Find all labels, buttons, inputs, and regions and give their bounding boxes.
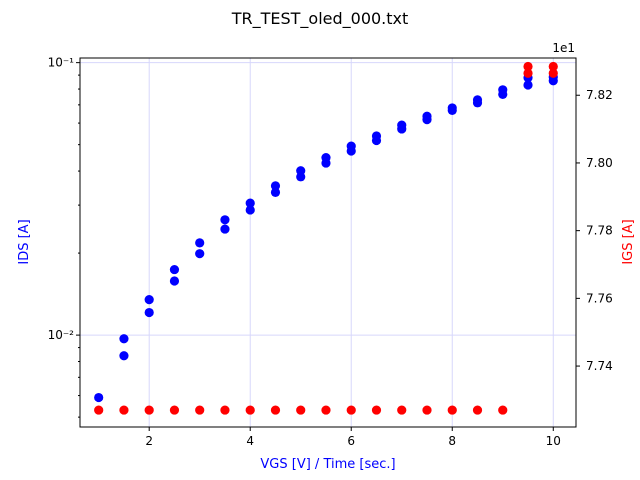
x-tick-label: 8 — [448, 434, 456, 448]
igs-point — [296, 405, 306, 415]
right-tick-label: 7.74 — [586, 359, 613, 373]
ids-point — [472, 95, 483, 105]
x-tick-label: 4 — [246, 434, 254, 448]
igs-point — [119, 405, 129, 415]
left-y-axis: 10⁻² 10⁻¹ — [48, 56, 80, 418]
ids-point — [169, 276, 180, 286]
igs-point — [371, 405, 382, 415]
right-tick-label: 7.80 — [586, 156, 613, 170]
right-axis-offset-label: 1e1 — [552, 41, 575, 55]
left-tick-label: 10⁻¹ — [48, 56, 75, 70]
igs-point — [422, 405, 432, 415]
ids-point — [220, 224, 230, 234]
ids-point — [94, 392, 104, 403]
igs-point — [548, 61, 558, 72]
x-tick-label: 6 — [347, 434, 355, 448]
ids-point — [296, 166, 306, 176]
right-tick-label: 7.82 — [586, 88, 613, 102]
igs-point — [346, 405, 356, 415]
igs-point — [472, 405, 483, 415]
left-y-axis-label: IDS [A] — [17, 219, 32, 264]
igs-point — [498, 405, 508, 415]
igs-series — [94, 61, 558, 415]
ids-point — [523, 80, 533, 90]
ids-series — [94, 72, 558, 403]
ids-point — [144, 294, 154, 305]
ids-point — [422, 111, 432, 121]
x-tick-label: 10 — [546, 434, 561, 448]
left-tick-label: 10⁻² — [48, 328, 75, 342]
x-axis-label: VGS [V] / Time [sec.] — [260, 457, 395, 472]
plot-frame — [79, 57, 577, 428]
ids-point — [346, 141, 356, 151]
right-y-axis: 7.74 7.76 7.78 7.80 7.82 — [576, 88, 613, 373]
ids-point — [195, 238, 205, 248]
right-tick-label: 7.76 — [586, 291, 613, 305]
ids-point — [245, 205, 255, 215]
ids-point — [220, 215, 230, 225]
igs-point — [144, 405, 154, 415]
grid — [80, 58, 576, 427]
igs-point — [321, 405, 331, 415]
ids-point — [119, 351, 129, 361]
igs-point — [523, 68, 533, 78]
right-y-axis-label: IGS [A] — [621, 219, 636, 264]
igs-point — [169, 405, 180, 415]
ids-point — [195, 249, 205, 259]
ids-point — [397, 120, 407, 130]
ids-point — [321, 153, 331, 163]
x-axis: 2 4 6 8 10 — [145, 427, 561, 448]
igs-point — [94, 405, 104, 415]
igs-point — [245, 405, 255, 415]
ids-point — [245, 198, 255, 208]
ids-point — [498, 85, 508, 95]
ids-point — [447, 103, 457, 113]
igs-point — [397, 405, 407, 415]
ids-point — [270, 181, 281, 191]
igs-point — [195, 405, 205, 415]
igs-point — [220, 405, 230, 415]
igs-point — [548, 68, 558, 78]
ids-point — [144, 307, 154, 318]
ids-point — [270, 187, 281, 198]
x-tick-label: 2 — [145, 434, 153, 448]
ids-point — [371, 131, 382, 141]
chart-title: TR_TEST_oled_000.txt — [231, 9, 409, 29]
ids-point — [119, 334, 129, 344]
right-tick-label: 7.78 — [586, 224, 613, 238]
igs-point — [270, 405, 281, 415]
ids-point — [169, 264, 180, 275]
igs-point — [447, 405, 457, 415]
igs-point — [523, 61, 533, 72]
